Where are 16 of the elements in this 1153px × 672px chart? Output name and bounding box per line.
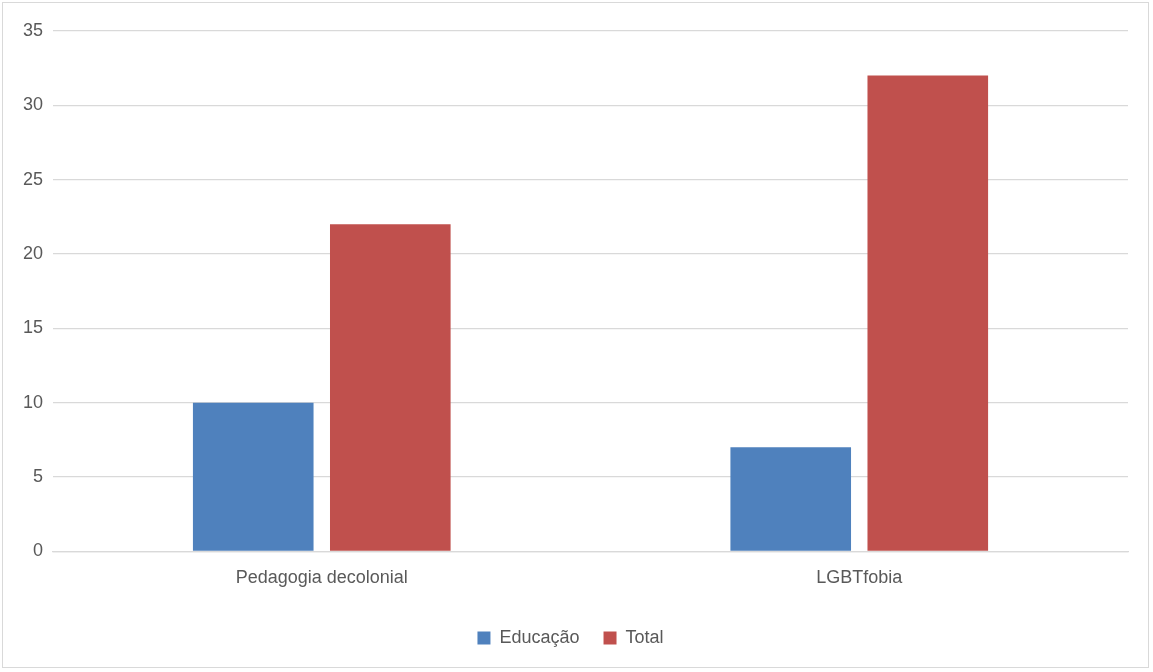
- bar: [730, 447, 852, 551]
- bar: [192, 402, 314, 551]
- legend-label: Total: [625, 626, 664, 647]
- y-tick-label: 0: [33, 540, 44, 561]
- bar: [867, 75, 989, 551]
- y-tick-label: 20: [22, 243, 44, 263]
- x-tick-label: LGBTfobia: [816, 567, 904, 588]
- legend-label: Educação: [499, 626, 580, 647]
- y-tick-label: 35: [22, 19, 44, 40]
- y-tick-label: 25: [22, 168, 44, 189]
- y-tick-label: 15: [22, 317, 44, 338]
- y-tick-label: 30: [22, 94, 44, 115]
- y-tick-label: 10: [22, 391, 44, 412]
- x-tick-label: Pedagogia decolonial: [235, 567, 408, 588]
- bar: [329, 224, 451, 551]
- y-tick-label: 5: [33, 466, 44, 487]
